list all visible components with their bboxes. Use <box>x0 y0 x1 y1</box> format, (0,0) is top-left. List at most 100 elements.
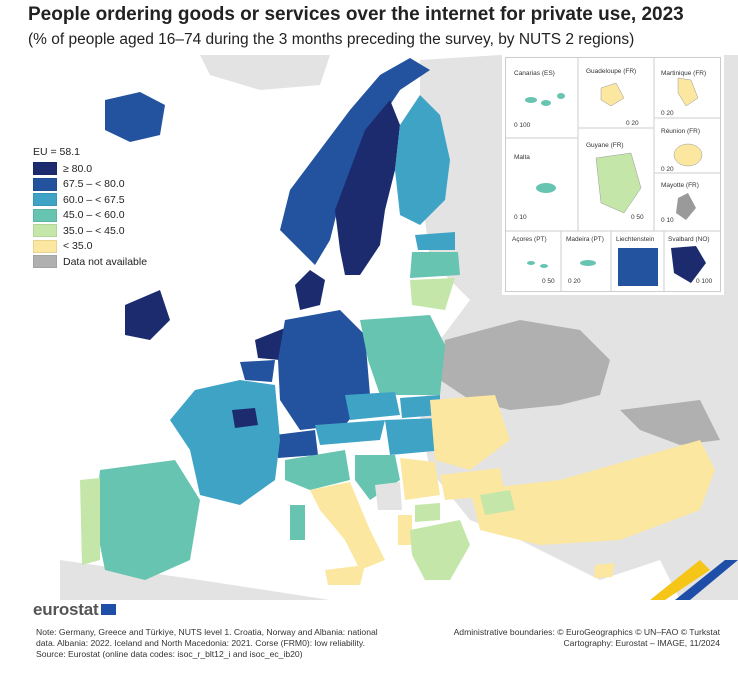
albania-region <box>398 515 412 545</box>
ukraine-region <box>440 320 610 410</box>
romania-region <box>430 395 510 470</box>
inset-label: Guadeloupe (FR) <box>586 68 637 75</box>
italy-south-region <box>310 482 385 570</box>
inset-scale: 0 50 <box>631 214 644 221</box>
acores-island <box>527 261 535 265</box>
credits: Administrative boundaries: © EuroGeograp… <box>420 627 720 649</box>
finland-region <box>395 95 450 225</box>
inset-scale: 0 100 <box>514 122 531 129</box>
inset-maps-panel: Canarias (ES) 0 100 Guadeloupe (FR) 0 20 M… <box>505 57 721 292</box>
inset-scale: 0 20 <box>568 278 581 285</box>
legend-swatch <box>33 255 57 269</box>
spain-region <box>95 460 200 580</box>
canarias-island <box>541 100 551 106</box>
ireland-region <box>125 290 170 340</box>
greenland-iceland-land <box>200 55 330 90</box>
lithuania-region <box>410 278 455 310</box>
sweden-region <box>335 100 400 275</box>
legend-swatch <box>33 177 57 191</box>
legend-swatch <box>33 239 57 253</box>
iceland-region <box>105 92 165 142</box>
guyane-region <box>595 152 642 214</box>
sardinia-region <box>290 505 305 540</box>
serbia-region <box>400 458 440 500</box>
eurostat-logo: eurostat <box>33 600 117 620</box>
croatia-region <box>355 455 400 500</box>
malta-island <box>536 183 556 193</box>
inset-label: Canarias (ES) <box>514 70 555 77</box>
hungary-region <box>385 418 445 455</box>
inset-label: Mayotte (FR) <box>661 182 699 189</box>
inset-grid <box>506 58 720 291</box>
legend-item: 67.5 – < 80.0 <box>33 177 147 193</box>
legend-label: Data not available <box>63 255 148 268</box>
istanbul-region <box>480 490 515 515</box>
madeira-island <box>580 260 596 266</box>
legend-label: 35.0 – < 45.0 <box>63 224 125 237</box>
legend-label: 60.0 – < 67.5 <box>63 193 125 206</box>
inset-label: Svalbard (NO) <box>668 236 710 243</box>
legend-item: 60.0 – < 67.5 <box>33 192 147 208</box>
logo-text: eurostat <box>33 600 99 619</box>
eu-flag-icon <box>101 604 117 616</box>
belgium-region <box>240 360 275 382</box>
paris-region <box>232 408 258 428</box>
slovakia-region <box>400 395 440 418</box>
poland-region <box>360 315 445 395</box>
inset-scale: 0 50 <box>542 278 555 285</box>
estonia-region <box>415 232 455 250</box>
denmark-region <box>295 270 325 310</box>
svalbard-region <box>671 246 706 283</box>
inset-scale: 0 10 <box>661 217 674 224</box>
inset-label: Açores (PT) <box>512 236 547 243</box>
inset-scale: 0 100 <box>696 278 713 285</box>
inset-scale: 0 20 <box>661 166 674 173</box>
martinique-island <box>677 77 699 107</box>
austria-region <box>315 420 385 445</box>
canarias-island <box>557 93 565 99</box>
legend-item: 35.0 – < 45.0 <box>33 223 147 239</box>
legend-label: ≥ 80.0 <box>63 162 93 175</box>
sicily-region <box>325 565 365 585</box>
cartography-credit: Cartography: Eurostat – IMAGE, 11/2024 <box>563 638 720 648</box>
switzerland-region <box>275 430 318 458</box>
italy-north-region <box>285 450 350 490</box>
legend-swatch <box>33 193 57 207</box>
legend-swatch <box>33 208 57 222</box>
boundaries-credit: Administrative boundaries: © EuroGeograp… <box>453 627 720 637</box>
legend-item: < 35.0 <box>33 239 147 255</box>
canarias-island <box>525 97 537 103</box>
liechtenstein-region <box>618 248 658 286</box>
latvia-region <box>410 252 460 278</box>
note-text: Note: Germany, Greece and Türkiye, NUTS … <box>36 627 378 648</box>
map-title: People ordering goods or services over t… <box>28 4 684 25</box>
mayotte-island <box>676 193 696 220</box>
acores-island <box>540 264 548 268</box>
inset-label: Malta <box>514 154 530 161</box>
inset-scale: 0 10 <box>514 214 527 221</box>
inset-scale: 0 20 <box>626 120 639 127</box>
cyprus-region <box>594 563 615 578</box>
inset-label: Martinique (FR) <box>661 70 707 77</box>
inset-label: Réunion (FR) <box>661 128 701 135</box>
legend-label: 45.0 – < 60.0 <box>63 209 125 222</box>
inset-scale: 0 20 <box>661 110 674 117</box>
caucasus-region <box>620 400 720 445</box>
inset-label: Guyane (FR) <box>586 142 624 149</box>
source-text: Source: Eurostat (online data codes: iso… <box>36 649 303 659</box>
legend-label: 67.5 – < 80.0 <box>63 178 125 191</box>
legend-item: 45.0 – < 60.0 <box>33 208 147 224</box>
footnote: Note: Germany, Greece and Türkiye, NUTS … <box>36 627 396 660</box>
czechia-region <box>345 392 400 420</box>
legend-swatch <box>33 162 57 176</box>
legend-item: ≥ 80.0 <box>33 161 147 177</box>
inset-label: Liechtenstein <box>616 236 655 243</box>
guadeloupe-island <box>600 82 625 107</box>
turkey-region <box>470 440 715 545</box>
reunion-island <box>673 143 703 167</box>
bosnia-region <box>375 482 402 510</box>
legend-swatch <box>33 224 57 238</box>
legend-label: < 35.0 <box>63 240 93 253</box>
inset-label: Madeira (PT) <box>566 236 604 243</box>
north-macedonia-region <box>415 503 440 522</box>
